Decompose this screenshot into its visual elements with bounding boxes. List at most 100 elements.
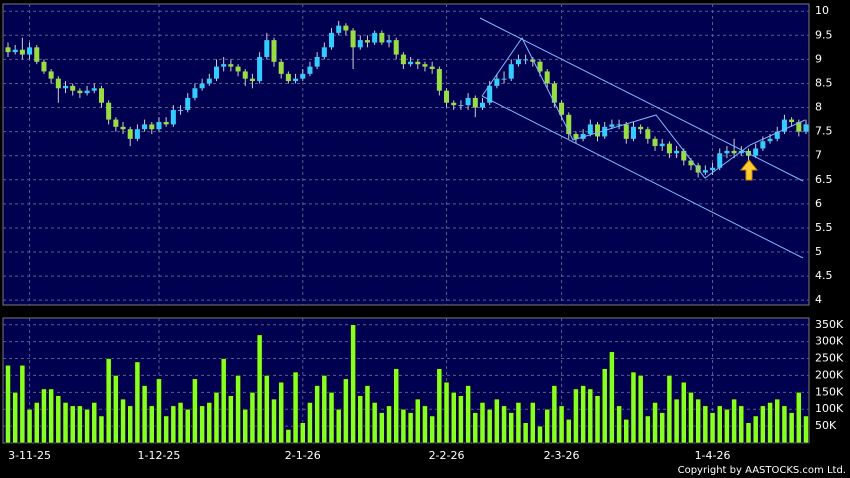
volume-bar	[436, 368, 443, 444]
volume-bar	[98, 415, 105, 444]
volume-bar	[91, 402, 98, 444]
candle-body	[321, 47, 327, 57]
volume-bar	[371, 402, 378, 444]
x-tick-label: 2-2-26	[429, 449, 465, 462]
volume-bar	[551, 385, 558, 444]
volume-bar	[393, 368, 399, 444]
candle-body	[242, 71, 248, 79]
y-tick-label: 10	[815, 4, 829, 17]
volume-bar	[12, 392, 18, 444]
volume-bar	[630, 371, 637, 444]
volume-bar	[177, 402, 184, 444]
volume-bar	[695, 398, 701, 444]
volume-tick-label: 50K	[815, 419, 837, 432]
volume-bar	[26, 408, 33, 444]
candle-body	[249, 78, 255, 82]
volume-bar	[623, 419, 630, 444]
volume-bar	[486, 408, 493, 444]
candle-body	[364, 40, 370, 43]
x-tick-label: 1-12-25	[138, 449, 181, 462]
y-tick-label: 4	[815, 293, 822, 306]
volume-bar	[494, 398, 500, 444]
candle-body	[41, 61, 47, 72]
labels: 4 4.5 5 5.5 6 6.5 7 7.5 8 8.5 9 9.5 10 50K 100K 150K 200…	[8, 4, 844, 462]
candle-body	[444, 90, 450, 103]
candle-body	[710, 167, 716, 171]
volume-bar	[774, 398, 781, 444]
candle-body	[357, 40, 363, 48]
volume-bar	[141, 385, 148, 444]
volume-bar	[364, 385, 371, 444]
candle-body	[645, 129, 651, 139]
volume-bar	[379, 412, 385, 444]
volume-bar	[213, 392, 220, 444]
candle-body	[400, 54, 406, 65]
volume-bar	[616, 405, 622, 444]
volume-bar	[429, 415, 435, 444]
volume-bar	[400, 408, 407, 444]
candle-body	[271, 40, 277, 62]
volume-bar	[673, 398, 680, 444]
volume-bar	[465, 385, 471, 444]
candle-body	[479, 102, 486, 108]
candle-body	[314, 56, 320, 67]
volume-tick-label: 150K	[815, 385, 844, 398]
volume-bar	[343, 378, 349, 444]
candle-body	[659, 143, 665, 147]
y-tick-label: 7.5	[815, 125, 833, 138]
x-tick-label: 3-11-25	[8, 449, 51, 462]
volume-tick-label: 250K	[815, 352, 844, 365]
volume-bar	[601, 368, 608, 444]
candle-body	[149, 124, 155, 130]
candle-body	[221, 64, 227, 67]
zigzag	[481, 37, 806, 179]
y-tick-label: 5	[815, 245, 822, 258]
candle-body	[98, 88, 104, 103]
volume-bar	[256, 334, 263, 444]
candle-body	[501, 78, 507, 80]
volume-bar	[558, 405, 565, 444]
y-tick-label: 7	[815, 149, 822, 162]
volume-bar	[113, 375, 119, 444]
volume-bar	[228, 395, 234, 444]
candle-body	[789, 119, 795, 122]
volume-bar	[77, 405, 83, 444]
candle-body	[120, 126, 126, 130]
volume-bar	[458, 395, 464, 444]
volume-bar	[752, 415, 759, 444]
candle-body	[652, 138, 658, 147]
candle-body	[48, 71, 54, 79]
copyright: Copyright by AASTOCKS.com Ltd.	[678, 465, 846, 476]
volume-bar	[285, 429, 292, 444]
volume-tick-label: 100K	[815, 402, 844, 415]
volume-bar	[716, 405, 723, 444]
candle-body	[27, 47, 33, 55]
candle-body	[84, 90, 90, 94]
channel-lower	[481, 95, 804, 259]
volume-bar	[587, 388, 594, 444]
volume-bar	[335, 408, 342, 444]
volume-bar	[19, 365, 26, 444]
volume-bar	[235, 375, 241, 444]
candle-body	[508, 64, 514, 79]
volume-bar	[565, 419, 572, 444]
candle-body	[451, 102, 457, 106]
candle-body	[278, 61, 284, 74]
candle-body	[587, 124, 593, 135]
candle-body	[796, 121, 802, 132]
candle-body	[623, 124, 629, 139]
volume-bar	[681, 381, 687, 444]
candle-body	[523, 59, 529, 61]
volume-bar	[422, 405, 428, 444]
candle-body	[19, 49, 25, 55]
candle-body	[616, 124, 622, 126]
volume-bar	[530, 402, 536, 444]
volume-tick-label: 300K	[815, 335, 844, 348]
candle-body	[753, 148, 759, 156]
candle-body	[178, 109, 184, 111]
volume-bar	[666, 375, 673, 444]
candle-body	[594, 124, 601, 137]
candle-body	[12, 49, 18, 53]
volume-bar	[580, 385, 586, 444]
candle-body	[350, 30, 356, 48]
